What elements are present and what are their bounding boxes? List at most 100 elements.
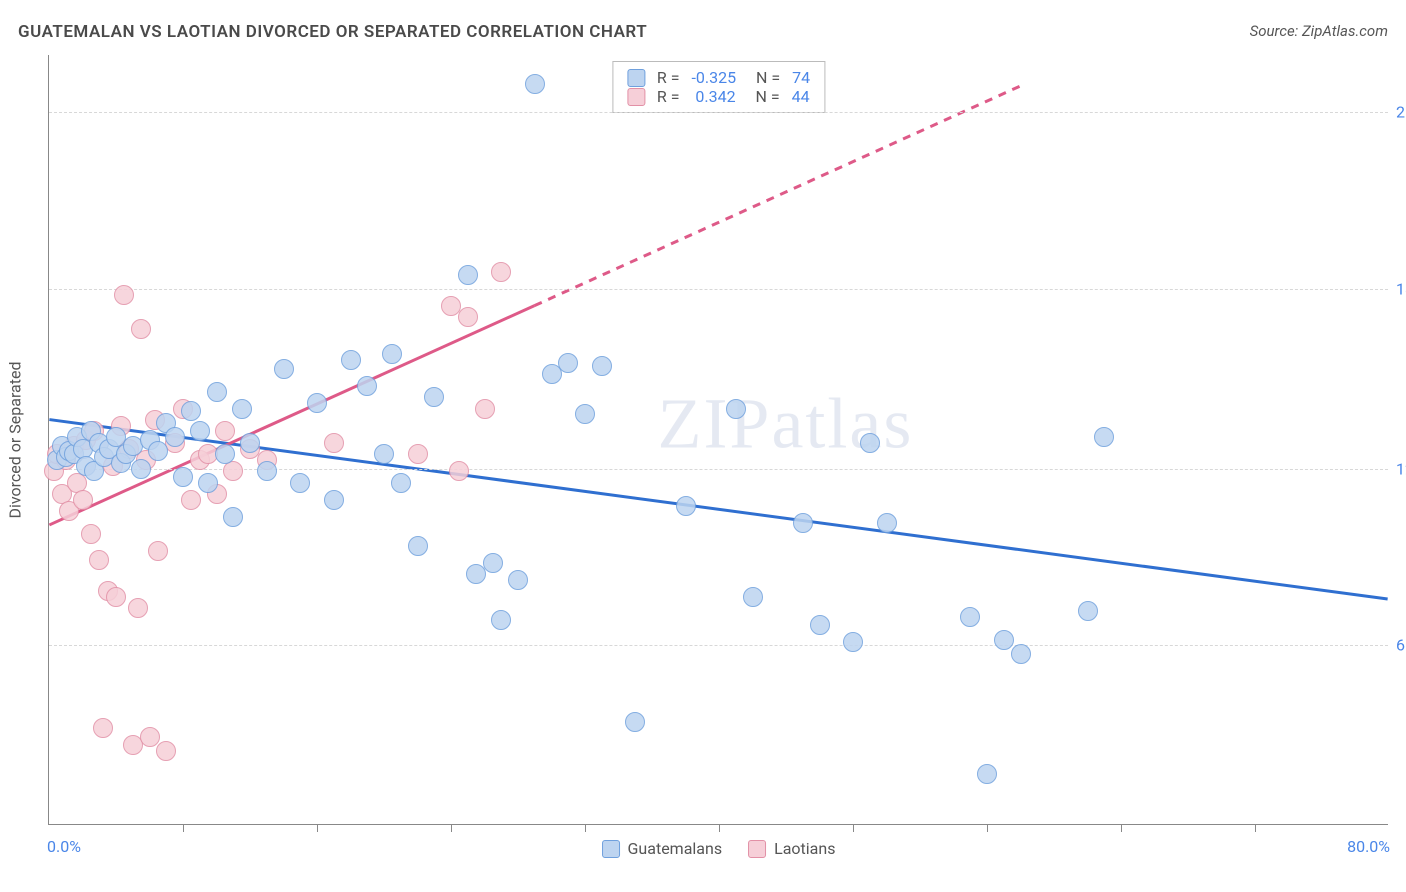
guatemalan-marker	[240, 433, 260, 453]
guatemalan-marker	[391, 473, 411, 493]
laotian-marker	[458, 307, 478, 327]
guatemalan-marker	[810, 615, 830, 635]
guatemalan-marker	[324, 490, 344, 510]
laotian-marker	[93, 718, 113, 738]
laotian-marker	[131, 319, 151, 339]
guatemalan-marker	[960, 607, 980, 627]
y-tick-label: 25.0%	[1396, 103, 1406, 122]
y-axis-label: Divorced or Separated	[6, 361, 25, 518]
guatemalan-marker	[676, 496, 696, 516]
guatemalan-marker	[198, 473, 218, 493]
guatemalan-marker	[232, 399, 252, 419]
guatemalan-marker	[726, 399, 746, 419]
guatemalan-marker	[483, 553, 503, 573]
chart-title: GUATEMALAN VS LAOTIAN DIVORCED OR SEPARA…	[18, 22, 647, 42]
laotian-marker	[181, 490, 201, 510]
legend: Guatemalans Laotians	[602, 839, 836, 858]
guatemalan-marker	[374, 444, 394, 464]
guatemalan-marker	[1011, 644, 1031, 664]
x-tick	[317, 824, 318, 832]
guatemalan-marker	[307, 393, 327, 413]
guatemalan-marker	[215, 444, 235, 464]
x-tick	[451, 824, 452, 832]
laotian-marker	[128, 598, 148, 618]
guatemalan-marker	[860, 433, 880, 453]
guatemalan-marker	[843, 632, 863, 652]
guatemalan-marker	[165, 427, 185, 447]
guatemalan-marker	[793, 513, 813, 533]
x-tick	[853, 824, 854, 832]
guatemalan-marker	[190, 421, 210, 441]
x-tick	[987, 824, 988, 832]
x-tick	[585, 824, 586, 832]
guatemalan-marker	[877, 513, 897, 533]
guatemalan-marker	[408, 536, 428, 556]
watermark: ZIPatlas	[657, 383, 913, 466]
laotian-marker	[81, 524, 101, 544]
plot-area: Divorced or Separated ZIPatlas R = -0.32…	[48, 55, 1388, 825]
y-tick-label: 6.3%	[1396, 636, 1406, 655]
guatemalan-marker	[382, 344, 402, 364]
guatemalan-marker	[223, 507, 243, 527]
source-caption: Source: ZipAtlas.com	[1250, 22, 1388, 40]
laotian-marker	[215, 421, 235, 441]
laotian-marker	[140, 727, 160, 747]
guatemalan-marker	[131, 459, 151, 479]
guatemalan-marker	[1094, 427, 1114, 447]
laotian-marker	[114, 285, 134, 305]
legend-swatch	[748, 840, 766, 858]
guatemalan-marker	[424, 387, 444, 407]
stats-row: R = 0.342 N = 44	[627, 87, 810, 106]
guatemalan-marker	[508, 570, 528, 590]
guatemalan-marker	[274, 359, 294, 379]
legend-item: Guatemalans	[602, 839, 723, 858]
guatemalan-marker	[977, 764, 997, 784]
guatemalan-marker	[558, 353, 578, 373]
laotian-marker	[223, 461, 243, 481]
laotian-marker	[148, 541, 168, 561]
x-axis-min-label: 0.0%	[47, 837, 81, 856]
guatemalan-marker	[575, 404, 595, 424]
guatemalan-marker	[257, 461, 277, 481]
laotian-marker	[73, 490, 93, 510]
guatemalan-marker	[357, 376, 377, 396]
guatemalan-marker	[994, 630, 1014, 650]
gridline	[49, 469, 1388, 470]
laotian-marker	[156, 741, 176, 761]
guatemalan-marker	[181, 401, 201, 421]
x-tick	[183, 824, 184, 832]
stats-swatch	[627, 88, 645, 106]
guatemalan-marker	[525, 74, 545, 94]
gridline	[49, 645, 1388, 646]
guatemalan-marker	[625, 712, 645, 732]
legend-swatch	[602, 840, 620, 858]
guatemalan-marker	[207, 382, 227, 402]
guatemalan-marker	[592, 356, 612, 376]
laotian-marker	[491, 262, 511, 282]
guatemalan-marker	[1078, 601, 1098, 621]
laotian-marker	[475, 399, 495, 419]
stats-swatch	[627, 69, 645, 87]
y-tick-label: 18.8%	[1396, 279, 1406, 298]
guatemalan-marker	[173, 467, 193, 487]
guatemalan-marker	[743, 587, 763, 607]
laotian-marker	[449, 461, 469, 481]
laotian-marker	[106, 587, 126, 607]
guatemalan-marker	[290, 473, 310, 493]
legend-label: Laotians	[774, 839, 835, 858]
guatemalan-marker	[148, 441, 168, 461]
guatemalan-marker	[491, 610, 511, 630]
x-tick	[1121, 824, 1122, 832]
x-tick	[719, 824, 720, 832]
laotian-marker	[408, 444, 428, 464]
laotian-marker	[324, 433, 344, 453]
stats-row: R = -0.325 N = 74	[627, 68, 810, 87]
laotian-marker	[89, 550, 109, 570]
gridline	[49, 112, 1388, 113]
x-axis-max-label: 80.0%	[1347, 837, 1390, 856]
y-tick-label: 12.5%	[1396, 459, 1406, 478]
guatemalan-marker	[341, 350, 361, 370]
legend-item: Laotians	[748, 839, 835, 858]
x-tick	[1255, 824, 1256, 832]
legend-label: Guatemalans	[628, 839, 723, 858]
